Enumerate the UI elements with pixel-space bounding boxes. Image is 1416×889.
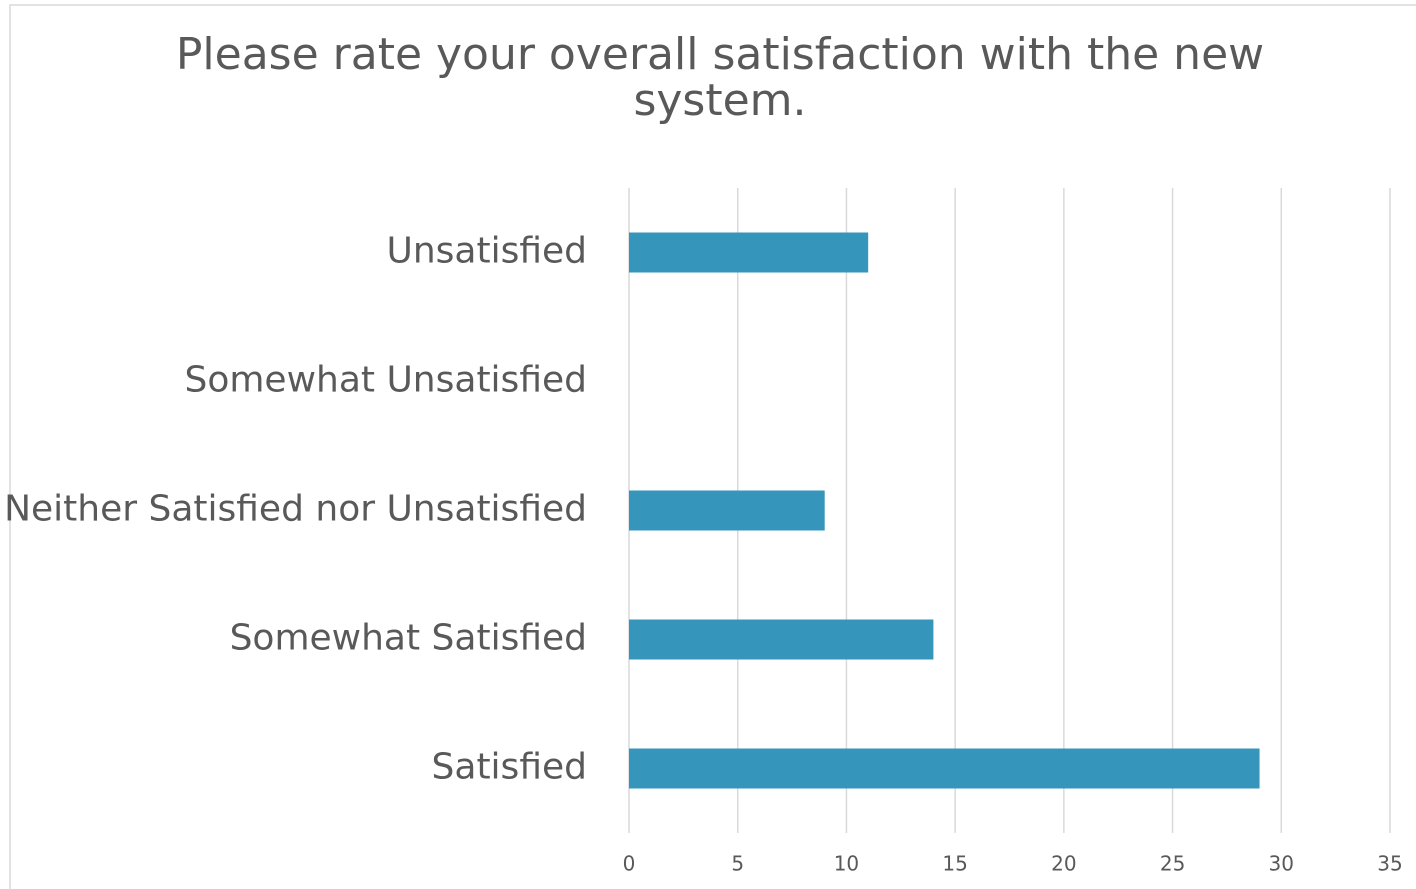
bar — [629, 232, 869, 273]
chart-title: Please rate your overall satisfaction wi… — [175, 29, 1265, 127]
x-tick-label: 5 — [731, 852, 744, 876]
x-tick-label: 10 — [834, 852, 859, 876]
x-tick-label: 20 — [1051, 852, 1076, 876]
x-tick-label: 25 — [1160, 852, 1185, 876]
x-tick-label: 15 — [942, 852, 967, 876]
x-tick-label: 0 — [623, 852, 636, 876]
bar — [629, 619, 934, 660]
y-tick-label: Satisfied — [432, 747, 587, 788]
y-tick-label: Unsatisfied — [386, 231, 587, 272]
y-tick-label: Somewhat Unsatisfied — [184, 360, 587, 401]
chart-border — [9, 4, 1416, 889]
bar — [629, 490, 825, 531]
x-tick-label: 30 — [1269, 852, 1294, 876]
y-tick-label: Neither Satisfied nor Unsatisfied — [4, 489, 587, 530]
y-tick-label: Somewhat Satisfied — [230, 618, 587, 659]
bar — [629, 748, 1260, 789]
x-tick-label: 35 — [1377, 852, 1402, 876]
